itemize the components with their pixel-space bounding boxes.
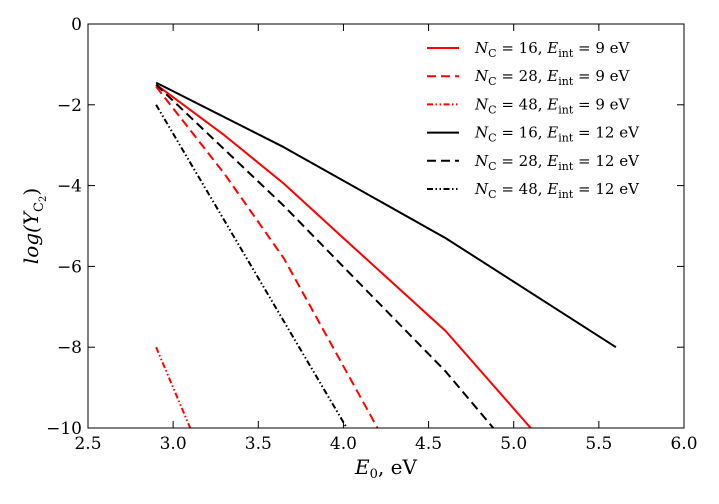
series-line-1: [155, 83, 532, 428]
legend: NC = 16, Eint = 9 eV NC = 28, Eint = 9 eV…: [427, 39, 640, 201]
x-tick-label: 2.5: [74, 434, 101, 454]
y-tick-label: −4: [57, 177, 82, 197]
y-tick-label: 0: [71, 15, 82, 35]
x-tick-label: 4.5: [415, 434, 442, 454]
y-tick-label: −6: [57, 257, 82, 277]
y-tick-label: −8: [57, 338, 82, 358]
series-line-6: [155, 104, 348, 428]
legend-label-6: NC = 48, Eint = 12 eV: [474, 180, 640, 201]
legend-label-5: NC = 28, Eint = 12 eV: [474, 152, 640, 173]
y-tick-label: −2: [57, 96, 82, 116]
ticks-layer: 2.5 3.0 3.5 4.0 4.5 5.0 5.5 6.0 0 −2 −4 −6 −8 −10: [46, 15, 697, 454]
x-tick-label: 3.0: [160, 434, 187, 454]
x-tick-label: 4.0: [330, 434, 357, 454]
y-tick-label: −10: [46, 419, 82, 439]
x-tick-label: 6.0: [670, 434, 697, 454]
series-line-3: [155, 346, 192, 428]
x-tick-label: 3.5: [245, 434, 272, 454]
series-line-5: [155, 83, 495, 428]
legend-label-1: NC = 16, Eint = 9 eV: [474, 39, 631, 60]
legend-label-4: NC = 16, Eint = 12 eV: [474, 124, 640, 145]
x-tick-label: 5.5: [585, 434, 612, 454]
y-axis-label: log(YC2): [19, 188, 49, 264]
legend-label-3: NC = 48, Eint = 9 eV: [474, 95, 631, 116]
x-axis-label: E0, eV: [354, 455, 417, 482]
series-line-4: [155, 81, 617, 349]
x-tick-label: 5.0: [500, 434, 527, 454]
axes-frame: [87, 23, 685, 429]
series-line-2: [155, 85, 379, 428]
legend-label-2: NC = 28, Eint = 9 eV: [474, 67, 631, 88]
series-layer: [155, 81, 617, 428]
